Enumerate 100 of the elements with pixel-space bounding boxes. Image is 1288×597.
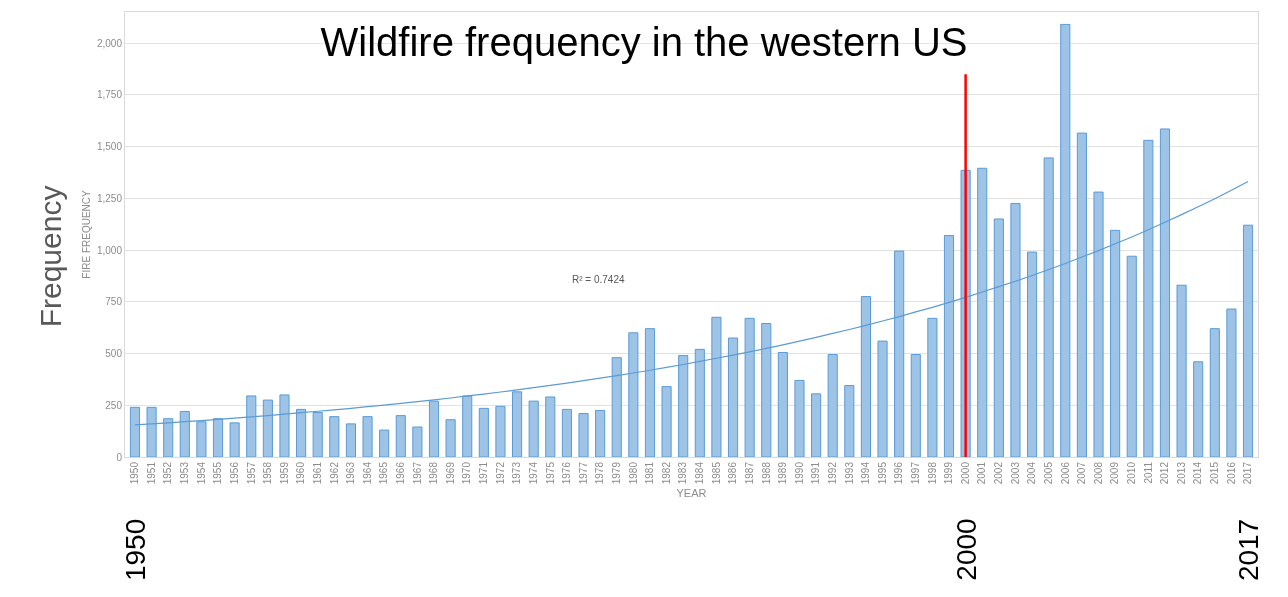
- y-tick-label: 500: [105, 348, 123, 360]
- x-tick-label: 2005: [1042, 461, 1054, 485]
- bar: [362, 416, 373, 457]
- bar: [445, 419, 456, 457]
- x-tick-label: 1960: [295, 461, 307, 485]
- x-tick-label: 1958: [262, 461, 274, 485]
- y-tick-label: 750: [105, 296, 123, 308]
- x-tick-label: 1956: [228, 461, 240, 485]
- x-tick-label: 1983: [677, 461, 689, 485]
- x-tick-label: 1982: [660, 461, 672, 485]
- bar: [1126, 255, 1137, 457]
- y-axis-title: FIRE FREQUENCY: [80, 190, 92, 279]
- x-tick-label: 2010: [1125, 461, 1137, 485]
- x-tick-label: 1977: [577, 461, 589, 485]
- x-tick-label: 2015: [1209, 461, 1221, 485]
- x-tick-label: 1968: [428, 461, 440, 485]
- bar: [927, 317, 938, 457]
- bar: [329, 416, 340, 457]
- x-tick-label: 1996: [893, 461, 905, 485]
- x-tick-label: 1976: [561, 461, 573, 485]
- x-tick-label: 1954: [195, 461, 207, 485]
- x-tick-label: 1978: [594, 461, 606, 485]
- x-tick-label: 1989: [777, 461, 789, 485]
- text: 1950: [119, 518, 151, 582]
- x-tick-label: 1997: [910, 461, 922, 485]
- y-tick-label: 1,750: [96, 89, 123, 101]
- x-tick-label: 1995: [876, 461, 888, 485]
- x-tick-label: 1979: [610, 461, 622, 485]
- x-tick-label: 2001: [976, 461, 988, 485]
- x-tick-label: 2011: [1142, 461, 1154, 484]
- bar: [877, 340, 888, 457]
- x-tick-label: 1974: [527, 461, 539, 485]
- x-tick-label: 2012: [1159, 461, 1171, 485]
- x-tick-label: 1998: [926, 461, 938, 485]
- x-tick-label: 1951: [145, 461, 157, 485]
- x-tick-label: 2003: [1009, 461, 1021, 485]
- bar: [1193, 361, 1204, 457]
- x-tick-label: 1961: [311, 461, 323, 485]
- bar: [528, 400, 539, 457]
- bar: [844, 385, 855, 457]
- x-tick-label: 1959: [278, 461, 290, 485]
- x-tick-label: 1987: [743, 461, 755, 485]
- bar: [1176, 284, 1187, 457]
- chart-title: Wildfire frequency in the western US: [320, 19, 968, 64]
- bar: [545, 396, 556, 457]
- x-tick-label: 1964: [361, 461, 373, 485]
- x-tick-label: 1969: [444, 461, 456, 485]
- x-tick-label: 1967: [411, 461, 423, 485]
- x-tick-label: 2000: [959, 461, 971, 485]
- bar: [229, 422, 240, 457]
- x-tick-label: 1972: [494, 461, 506, 485]
- x-tick-label: 2016: [1225, 461, 1237, 485]
- x-tick-label: 1953: [179, 461, 191, 485]
- bar: [379, 429, 390, 457]
- y-tick-label: 2,000: [96, 37, 123, 49]
- x-tick-label: 1966: [395, 461, 407, 485]
- bar: [777, 351, 788, 457]
- y-tick-label: 1,500: [96, 141, 123, 153]
- x-tick-label: 1992: [826, 461, 838, 485]
- x-tick-label: 2009: [1109, 461, 1121, 485]
- x-tick-label: 2014: [1192, 461, 1204, 485]
- x-tick-label: 1991: [810, 461, 822, 485]
- annotation: R² = 0.7424: [572, 274, 625, 285]
- x-tick-label: 1986: [727, 461, 739, 485]
- x-tick-label: 1993: [843, 461, 855, 485]
- x-tick-label: 2006: [1059, 461, 1071, 485]
- x-tick-label: 1994: [860, 461, 872, 485]
- x-tick-label: 1975: [544, 461, 556, 485]
- bar: [827, 354, 838, 457]
- x-tick-label: 1980: [627, 461, 639, 485]
- x-tick-label: 1970: [461, 461, 473, 485]
- x-tick-label: 1963: [345, 461, 357, 485]
- text: 2000: [950, 518, 982, 581]
- x-tick-label: 1984: [694, 461, 706, 485]
- x-tick-label: 2008: [1092, 461, 1104, 485]
- x-tick-label: 2007: [1076, 461, 1088, 485]
- x-tick-label: 1962: [328, 461, 340, 485]
- text: 2017: [1232, 518, 1264, 582]
- y-tick-label: 1,250: [96, 192, 123, 204]
- x-tick-label: 2004: [1026, 461, 1038, 485]
- x-tick-label: 1973: [511, 461, 523, 485]
- y-tick-label: 250: [105, 399, 123, 411]
- bar: [910, 354, 921, 457]
- x-tick-label: 1988: [760, 461, 772, 485]
- y-tick-label: 0: [116, 451, 123, 463]
- text: Frequency: [33, 185, 67, 328]
- x-axis-title: YEAR: [676, 487, 707, 500]
- x-tick-label: 1999: [943, 461, 955, 485]
- bar: [595, 409, 606, 457]
- x-tick-label: 1985: [710, 461, 722, 485]
- x-tick-label: 1950: [129, 461, 141, 485]
- x-tick-label: 1965: [378, 461, 390, 485]
- bar: [345, 423, 356, 457]
- x-tick-label: 2017: [1242, 461, 1254, 485]
- x-tick-label: 2013: [1175, 461, 1187, 485]
- bar: [395, 415, 406, 457]
- x-tick-label: 1955: [212, 461, 224, 485]
- x-tick-label: 1990: [793, 461, 805, 485]
- bar: [794, 379, 805, 457]
- bar: [1242, 224, 1254, 457]
